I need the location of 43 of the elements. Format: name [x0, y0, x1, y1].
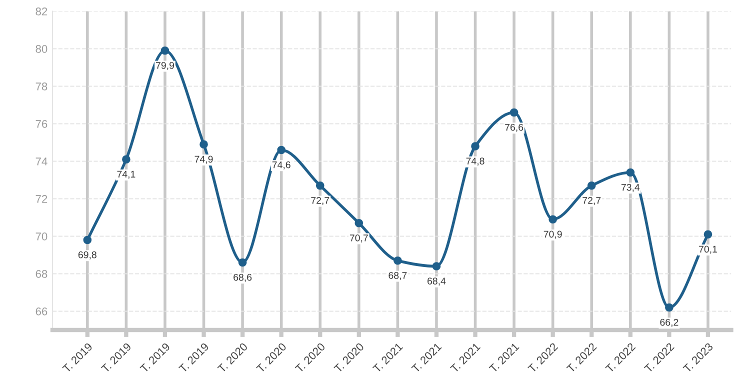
data-label: 69,8	[78, 251, 96, 260]
data-label: 68,4	[428, 278, 446, 286]
point	[122, 155, 130, 164]
data-label: 76,6	[505, 124, 524, 132]
data-label: 70,7	[350, 234, 368, 243]
point	[548, 215, 558, 224]
data-label: 74,9	[194, 156, 213, 164]
data-label: 74,8	[466, 158, 484, 166]
point	[277, 146, 286, 154]
point	[587, 181, 596, 190]
point	[510, 108, 518, 117]
data-label: 72,7	[311, 196, 330, 206]
data-label: 70,9	[544, 230, 562, 239]
data-label: 70,1	[699, 246, 717, 254]
y-tick-label: 68	[36, 270, 48, 278]
y-tick-label: 76	[36, 120, 48, 128]
point	[626, 168, 635, 177]
data-label: 68,6	[234, 274, 252, 282]
y-tick-label: 80	[36, 45, 48, 53]
point	[160, 46, 170, 55]
point	[704, 230, 712, 239]
data-label: 68,7	[388, 272, 407, 280]
data-label: 66,2	[660, 318, 678, 327]
point	[394, 256, 402, 265]
y-tick-label: 70	[36, 232, 48, 240]
point	[471, 142, 480, 150]
point	[665, 303, 674, 312]
y-tick-label: 72	[36, 195, 48, 203]
y-tick-label: 66	[36, 308, 48, 316]
data-label: 72,7	[582, 196, 601, 206]
y-tick-label: 82	[36, 8, 48, 16]
point	[354, 218, 364, 228]
data-label: 74,6	[272, 161, 290, 170]
data-label: 79,9	[156, 62, 174, 70]
point	[432, 262, 441, 270]
point	[238, 258, 247, 267]
y-tick-label: 78	[36, 82, 48, 90]
point	[316, 181, 324, 190]
point	[83, 236, 92, 244]
data-label: 73,4	[621, 184, 640, 192]
data-label: 74,1	[117, 170, 136, 179]
y-tick-label: 74	[36, 158, 48, 166]
point	[200, 140, 208, 149]
